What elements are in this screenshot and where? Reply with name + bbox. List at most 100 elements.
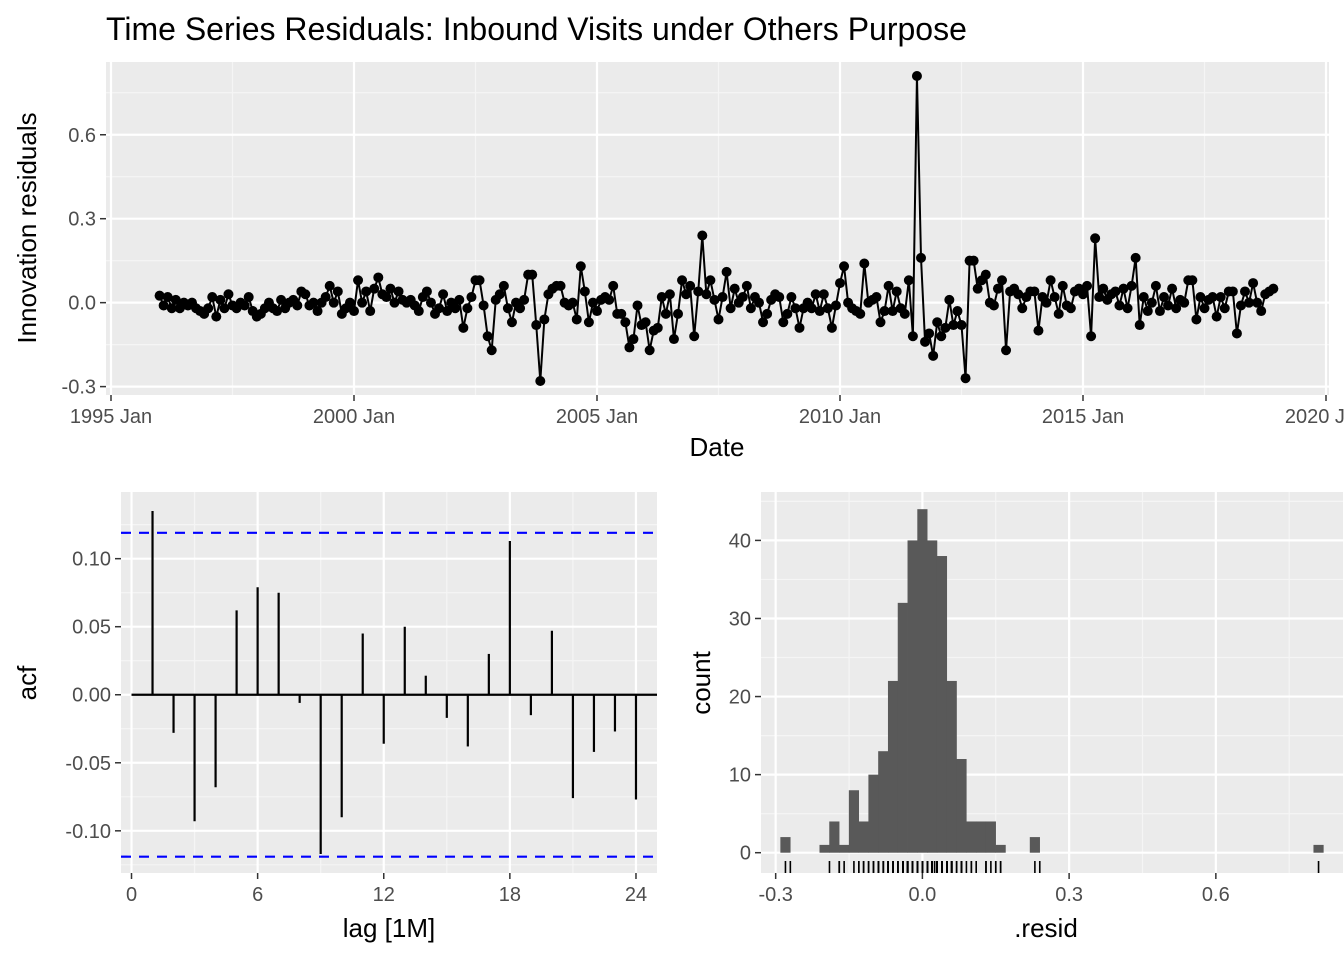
y-tick-label: -0.05: [65, 753, 111, 775]
residual-point: [790, 303, 801, 314]
x-tick-label: 0.3: [1055, 884, 1083, 906]
residual-point: [782, 308, 793, 319]
residual-point: [883, 280, 894, 291]
residual-point: [207, 292, 218, 303]
residual-point: [478, 300, 489, 311]
residual-point: [1219, 303, 1230, 314]
histogram-bar: [1029, 837, 1040, 853]
histogram-bar: [907, 540, 918, 853]
residual-point: [353, 275, 364, 286]
histogram-x-axis-title: .resid: [1014, 913, 1078, 943]
histogram-bar: [1313, 844, 1324, 853]
residual-point: [328, 297, 339, 308]
residual-point: [830, 300, 841, 311]
residual-point: [1171, 303, 1182, 314]
residuals-x-ticks: 1995 Jan 2000 Jan 2005 Jan 2010 Jan 2015 Jan…: [70, 395, 1344, 428]
acf-y-ticks: -0.10 -0.05 0.00 0.05 0.10: [65, 549, 121, 843]
residual-point: [936, 331, 947, 342]
residual-point: [482, 331, 493, 342]
residual-point: [737, 292, 748, 303]
x-tick-label: 18: [499, 884, 521, 906]
residual-point: [855, 308, 866, 319]
residual-point: [729, 283, 740, 294]
histogram-bar: [839, 844, 850, 853]
residual-point: [494, 289, 505, 300]
residual-point: [664, 289, 675, 300]
residual-point: [1179, 297, 1190, 308]
histogram-bar: [829, 821, 840, 853]
residual-point: [1045, 275, 1056, 286]
residual-point: [474, 275, 485, 286]
residual-point: [1114, 300, 1125, 311]
residual-point: [450, 303, 461, 314]
histogram-bars: [780, 509, 1324, 853]
residual-point: [644, 345, 655, 356]
residual-point: [219, 303, 230, 314]
x-tick-label: 0.0: [908, 884, 936, 906]
residual-point: [1098, 283, 1109, 294]
residual-point: [814, 306, 825, 317]
residuals-panel: [106, 62, 1329, 395]
residual-point: [211, 311, 222, 322]
residual-point: [960, 373, 971, 384]
residual-point: [292, 300, 303, 311]
residual-point: [442, 306, 453, 317]
residual-point: [1065, 303, 1076, 314]
y-tick-label: 0.6: [68, 125, 96, 147]
histogram-bar: [819, 844, 830, 853]
residual-point: [632, 300, 643, 311]
acf-y-axis-title: acf: [12, 665, 42, 700]
residual-point: [421, 286, 432, 297]
residual-point: [1215, 292, 1226, 303]
residual-point: [1240, 286, 1250, 297]
y-tick-label: 40: [729, 530, 751, 552]
histogram-y-ticks: 0 10 20 30 40: [729, 530, 761, 865]
residual-point: [393, 286, 404, 297]
residual-point: [1082, 280, 1093, 291]
residual-point: [1167, 283, 1178, 294]
residual-point: [916, 252, 926, 263]
residual-point: [324, 280, 335, 291]
residual-point: [539, 314, 550, 325]
residual-point: [701, 289, 712, 300]
residual-point: [944, 294, 955, 305]
y-tick-label: 0: [740, 843, 751, 865]
residual-point: [223, 289, 234, 300]
residual-point: [940, 322, 951, 333]
residuals-points: [154, 70, 1279, 387]
residual-point: [952, 306, 963, 317]
residual-point: [373, 272, 384, 283]
residual-point: [361, 286, 372, 297]
acf-x-ticks: 0 6 12 18 24: [126, 873, 647, 906]
residual-point: [425, 297, 436, 308]
residual-point: [1110, 286, 1121, 297]
residual-point: [1078, 289, 1088, 300]
residual-point: [624, 342, 635, 353]
histogram-bar: [848, 790, 860, 853]
residual-point: [555, 280, 566, 291]
residual-point: [1029, 286, 1040, 297]
histogram-y-axis-title: count: [686, 650, 716, 714]
histogram-bar: [917, 509, 928, 853]
residual-point: [677, 275, 688, 286]
x-tick-label: 2015 Jan: [1042, 406, 1124, 428]
residuals-y-ticks: -0.3 0.0 0.3 0.6: [62, 125, 106, 399]
residual-point: [1207, 292, 1218, 303]
residual-point: [502, 303, 513, 314]
residual-point: [434, 303, 445, 314]
residual-point: [1130, 252, 1141, 263]
residual-point: [1159, 292, 1169, 303]
residual-point: [1199, 303, 1210, 314]
residual-point: [1268, 283, 1279, 294]
residual-point: [1187, 275, 1198, 286]
residual-point: [365, 306, 376, 317]
residual-point: [1235, 300, 1246, 311]
histogram-panel: [761, 492, 1343, 873]
residual-point: [717, 292, 728, 303]
residual-point: [158, 300, 169, 311]
residual-point: [349, 306, 359, 317]
histogram-x-ticks: -0.3 0.0 0.3 0.6: [758, 873, 1230, 906]
residual-point: [1094, 292, 1105, 303]
residual-point: [308, 297, 319, 308]
residual-point: [968, 255, 979, 266]
